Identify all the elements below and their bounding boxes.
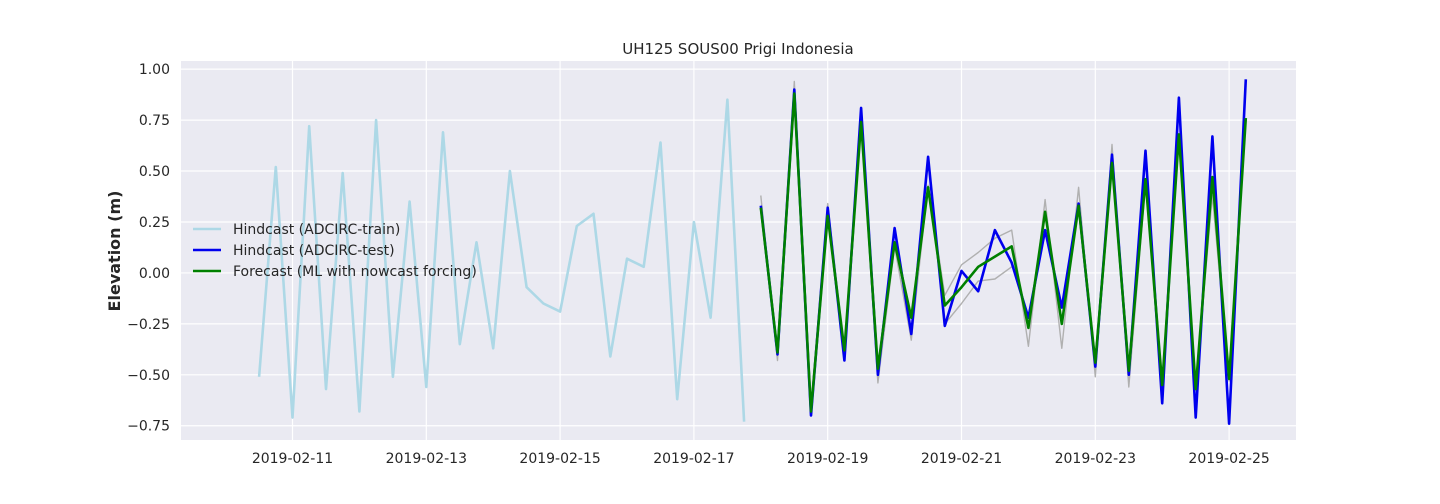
series-layer (257, 79, 1248, 426)
legend-label: Forecast (ML with nowcast forcing) (233, 264, 477, 280)
y-axis-ticks: 1.00 0.75 0.50 0.25 0.00 −0.25 −0.50 −0.75 (127, 62, 170, 435)
y-tick-label: 0.50 (139, 164, 170, 180)
y-tick-label: 1.00 (139, 62, 170, 78)
series-line (257, 98, 746, 422)
x-tick-label: 2019-02-19 (787, 451, 868, 467)
y-tick-label: 0.25 (139, 215, 170, 231)
y-tick-label: −0.25 (127, 317, 170, 333)
x-tick-label: 2019-02-15 (519, 451, 600, 467)
y-tick-label: 0.75 (139, 113, 170, 129)
x-tick-label: 2019-02-11 (252, 451, 333, 467)
legend-label: Hindcast (ADCIRC-train) (233, 222, 400, 238)
x-tick-label: 2019-02-17 (653, 451, 734, 467)
plot-area (181, 61, 1296, 440)
x-tick-label: 2019-02-23 (1055, 451, 1136, 467)
x-tick-label: 2019-02-13 (386, 451, 467, 467)
x-axis-ticks: 2019-02-11 2019-02-13 2019-02-15 2019-02-17… (252, 451, 1270, 467)
series-0 (257, 98, 746, 422)
y-tick-label: −0.75 (127, 419, 170, 435)
y-tick-label: −0.50 (127, 368, 170, 384)
series-4 (759, 92, 1248, 413)
legend: Hindcast (ADCIRC-train) Hindcast (ADCIRC-… (193, 222, 477, 280)
series-line (759, 92, 1248, 413)
chart-title: UH125 SOUS00 Prigi Indonesia (622, 40, 853, 58)
x-tick-label: 2019-02-25 (1188, 451, 1269, 467)
y-axis-label: Elevation (m) (105, 191, 124, 312)
legend-label: Hindcast (ADCIRC-test) (233, 243, 395, 259)
y-tick-label: 0.00 (139, 266, 170, 282)
x-tick-label: 2019-02-21 (921, 451, 1002, 467)
